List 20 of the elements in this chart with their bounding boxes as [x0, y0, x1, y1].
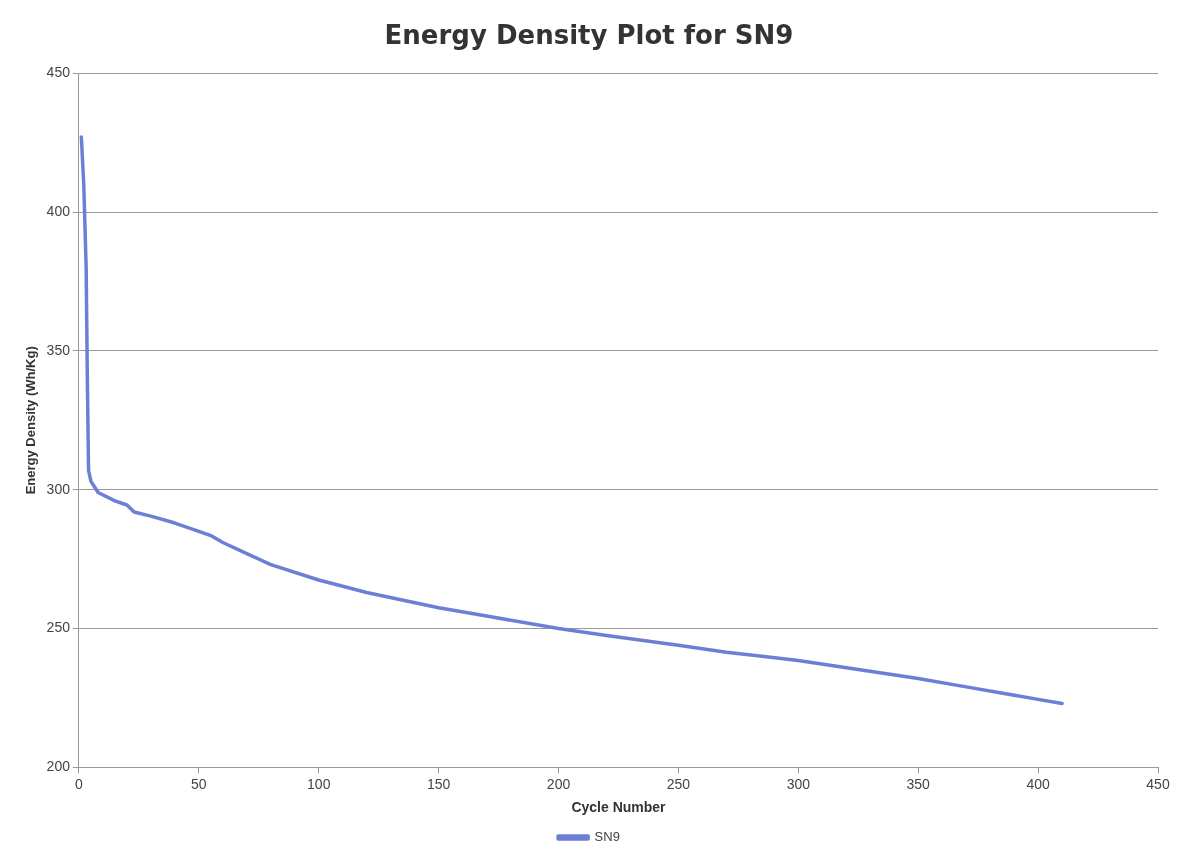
y-tick-label: 300 — [46, 480, 71, 497]
y-tick-label: 400 — [46, 202, 71, 219]
x-tick-label: 100 — [307, 775, 331, 792]
x-tick-label: 200 — [546, 775, 571, 792]
x-axis-title: Cycle Number — [571, 799, 667, 816]
chart-title: Energy Density Plot for SN9 — [384, 20, 794, 51]
y-tick-label: 250 — [46, 619, 71, 636]
x-tick-label: 350 — [906, 775, 931, 792]
x-tick-label: 50 — [191, 775, 207, 792]
y-axis-title: Energy Density (Wh/Kg) — [23, 346, 39, 495]
x-tick-label: 150 — [426, 775, 451, 792]
x-tick-label: 450 — [1146, 775, 1170, 792]
y-tick-label: 450 — [46, 64, 71, 81]
legend-label: SN9 — [594, 829, 620, 845]
x-tick-label: 0 — [75, 775, 84, 792]
y-tick-label: 200 — [46, 758, 71, 775]
y-tick-label: 350 — [46, 341, 71, 358]
x-tick-label: 250 — [666, 775, 691, 792]
x-tick-label: 400 — [1026, 775, 1050, 792]
x-tick-label: 300 — [786, 775, 811, 792]
